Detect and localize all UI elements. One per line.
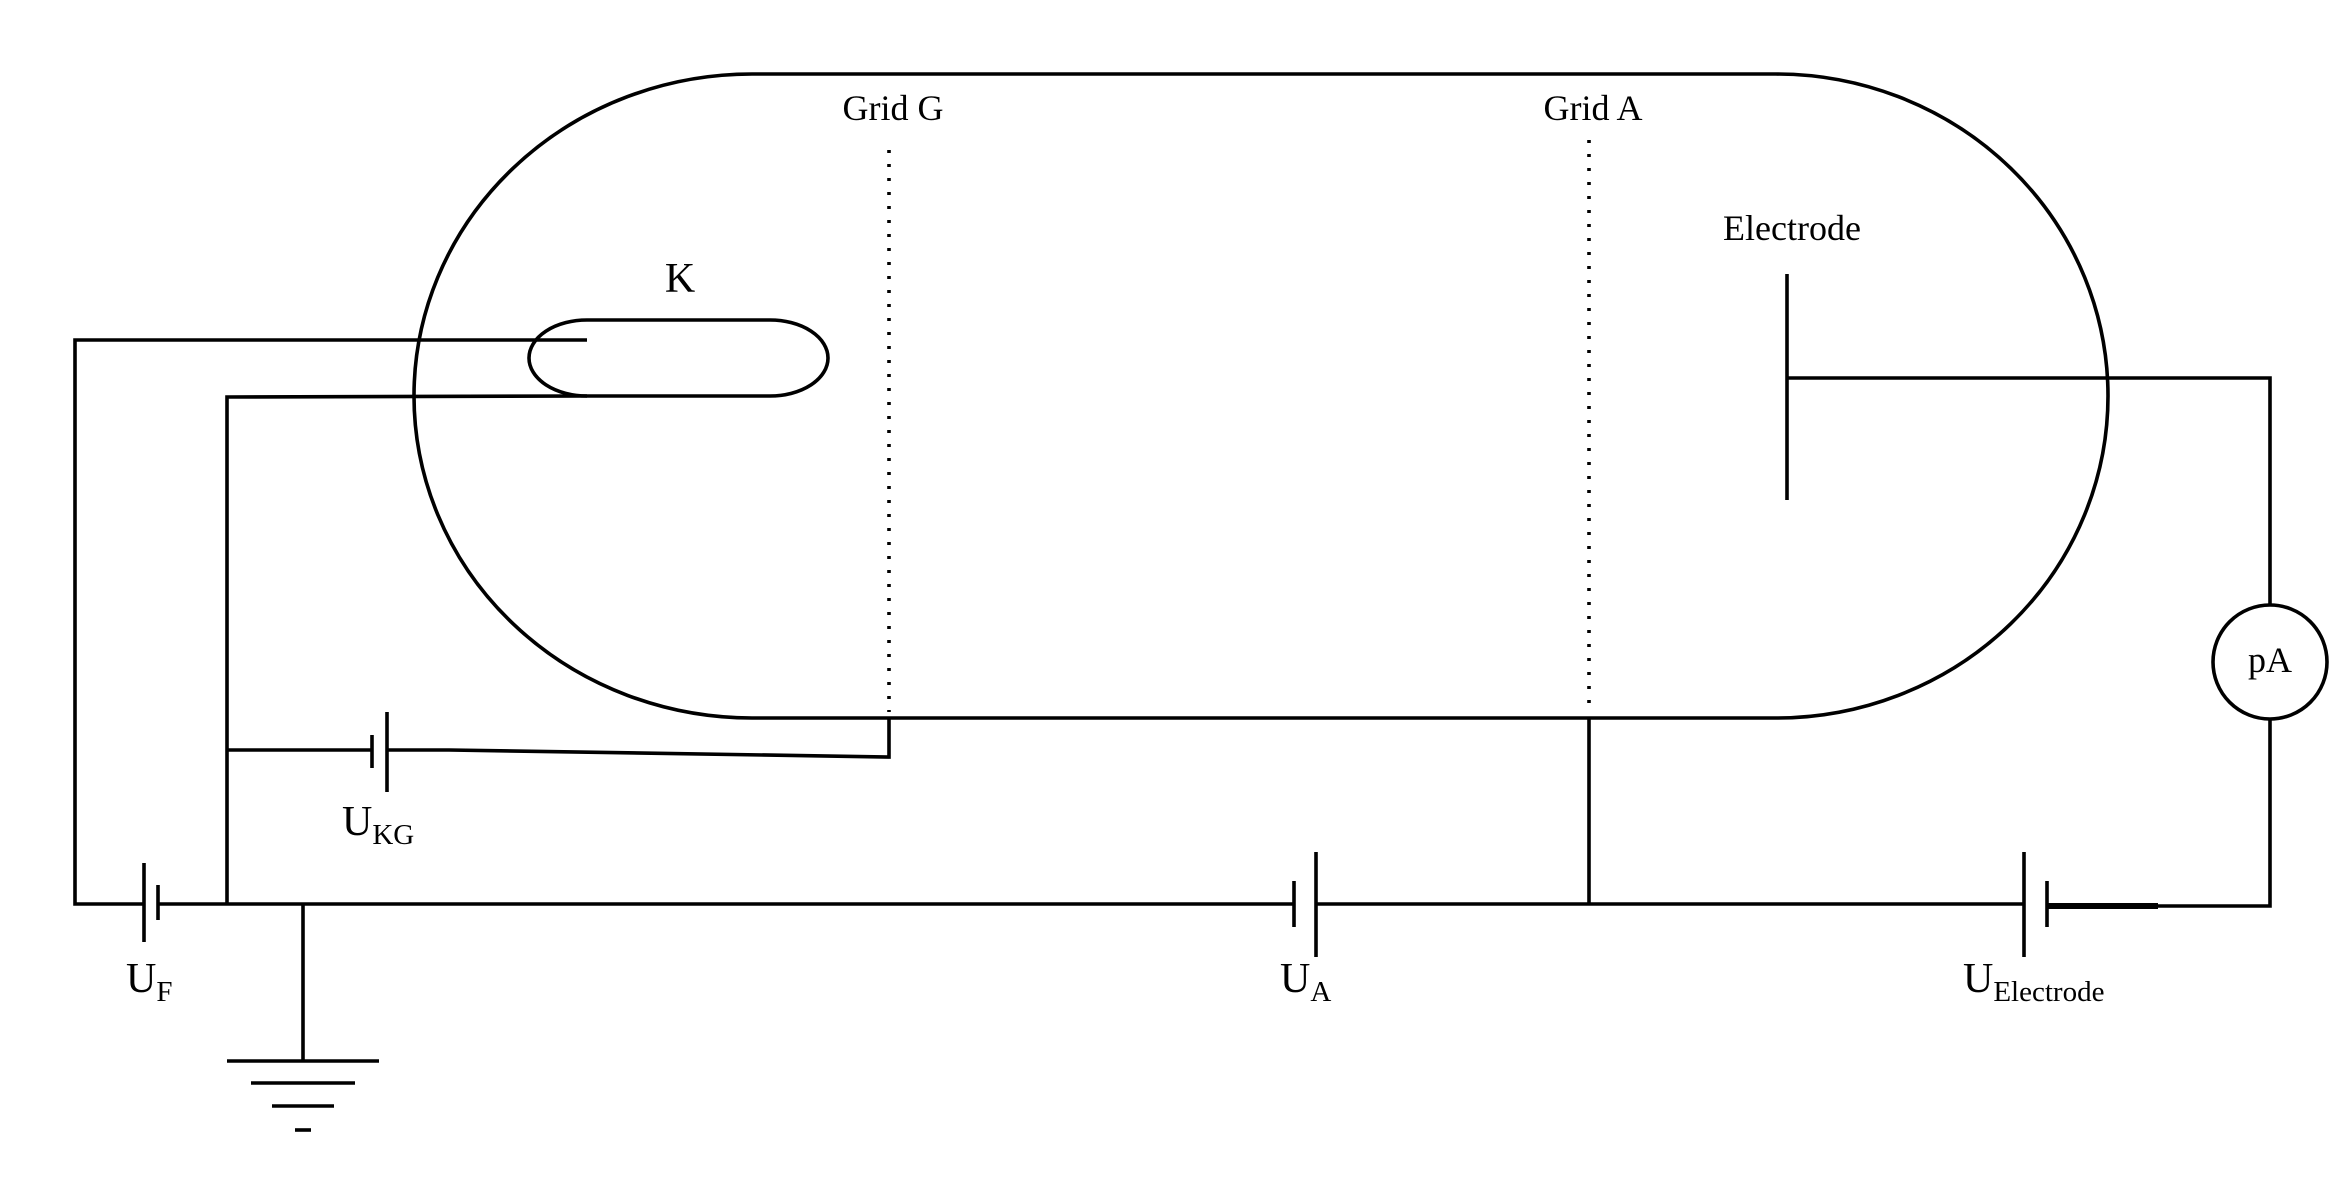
cathode-lead-inner [225,394,588,904]
tube-envelope [412,72,2110,720]
cathode-lead-outer [73,338,587,906]
ammeter [2211,603,2329,721]
electrode-wire [1787,376,2272,604]
uelectrode-label: UElectrode [1963,956,2104,1008]
ua-label: UA [1280,956,1331,1008]
cathode-label: K [665,256,695,302]
ammeter-label: pA [2248,640,2292,680]
ukg-wire-right [387,718,891,759]
cathode [527,318,830,398]
electrode-label: Electrode [1723,208,1861,248]
grid-g-label: Grid G [843,88,944,128]
uf-label: UF [126,956,172,1008]
ammeter-return-wire [2155,720,2272,908]
grid-a-label: Grid A [1544,88,1643,128]
ukg-label: UKG [342,799,414,851]
